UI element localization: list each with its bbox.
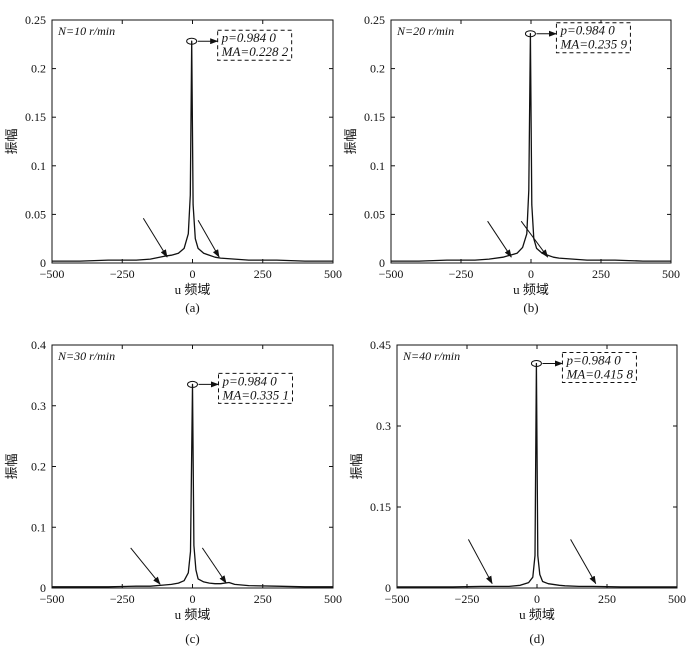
sideband-arrow bbox=[142, 218, 168, 258]
peak-marker bbox=[530, 359, 542, 367]
x-tick-label: 0 bbox=[534, 592, 540, 606]
x-tick-label: −500 bbox=[40, 592, 65, 606]
y-tick-label: 0.1 bbox=[31, 159, 46, 173]
y-tick-label: 0 bbox=[40, 581, 46, 595]
peak-annotation-box bbox=[217, 29, 293, 61]
x-tick-label: −250 bbox=[449, 267, 474, 281]
y-axis-label: 振幅 bbox=[4, 128, 19, 154]
x-tick-label: 0 bbox=[528, 267, 534, 281]
sideband-arrow bbox=[197, 219, 220, 258]
x-tick-label: 500 bbox=[662, 267, 680, 281]
condition-label: N=20 r/min bbox=[396, 24, 454, 38]
spectrum-line bbox=[391, 33, 671, 262]
x-tick-label: 0 bbox=[190, 267, 196, 281]
y-tick-label: 0.15 bbox=[25, 110, 46, 124]
x-tick-label: 250 bbox=[592, 267, 610, 281]
peak-ma-label: MA=0.415 8 bbox=[565, 366, 633, 381]
condition-label: N=30 r/min bbox=[57, 349, 115, 363]
y-tick-label: 0.3 bbox=[376, 419, 391, 433]
x-tick-label: 500 bbox=[668, 592, 686, 606]
y-tick-label: 0.05 bbox=[25, 207, 46, 221]
x-tick-label: −250 bbox=[110, 592, 135, 606]
peak-p-label: p=0.984 0 bbox=[559, 23, 615, 38]
y-tick-label: 0.15 bbox=[370, 500, 391, 514]
peak-p-label: p=0.984 0 bbox=[222, 373, 278, 388]
peak-marker bbox=[186, 37, 198, 45]
spectrum-line bbox=[52, 40, 333, 262]
condition-label: N=10 r/min bbox=[57, 24, 115, 38]
y-tick-label: 0.05 bbox=[364, 207, 385, 221]
sideband-arrow bbox=[201, 547, 227, 584]
x-axis-label: u 频域 bbox=[175, 282, 211, 297]
x-tick-label: 0 bbox=[190, 592, 196, 606]
panel-caption: (a) bbox=[185, 300, 199, 315]
y-tick-label: 0.2 bbox=[31, 460, 46, 474]
x-tick-label: −500 bbox=[379, 267, 404, 281]
x-tick-label: −500 bbox=[385, 592, 410, 606]
peak-p-label: p=0.984 0 bbox=[221, 30, 277, 45]
y-tick-label: 0.1 bbox=[370, 159, 385, 173]
x-tick-label: 250 bbox=[254, 592, 272, 606]
x-axis-label: u 频域 bbox=[175, 607, 211, 622]
spectrum-line bbox=[52, 383, 333, 588]
y-tick-label: 0.2 bbox=[31, 62, 46, 76]
x-tick-label: 500 bbox=[324, 267, 342, 281]
y-tick-label: 0.1 bbox=[31, 520, 46, 534]
peak-ma-label: MA=0.235 9 bbox=[559, 37, 627, 52]
panel-b: −500 −250 0 250 500 0 0.05 0.1 0.15 0.2 0.25 p=0.98… bbox=[343, 13, 680, 315]
peak-annotation-box bbox=[218, 372, 293, 404]
panel-caption: (c) bbox=[185, 631, 199, 646]
y-tick-label: 0 bbox=[385, 581, 391, 595]
y-tick-label: 0.4 bbox=[31, 338, 46, 352]
peak-ma-label: MA=0.228 2 bbox=[221, 44, 289, 59]
y-tick-label: 0 bbox=[40, 256, 46, 270]
y-axis-label: 振幅 bbox=[4, 453, 19, 479]
y-axis-label: 振幅 bbox=[343, 128, 358, 154]
sideband-arrow bbox=[467, 539, 493, 585]
panel-caption: (d) bbox=[529, 631, 544, 646]
peak-marker bbox=[524, 30, 536, 38]
sideband-arrow bbox=[487, 220, 512, 258]
x-tick-label: 500 bbox=[324, 592, 342, 606]
y-tick-label: 0.2 bbox=[370, 62, 385, 76]
peak-ma-label: MA=0.335 1 bbox=[222, 387, 290, 402]
sideband-arrow bbox=[570, 539, 597, 585]
sideband-arrow bbox=[520, 220, 549, 258]
panel-caption: (b) bbox=[523, 300, 538, 315]
peak-annotation-box bbox=[555, 22, 631, 54]
x-tick-label: 250 bbox=[254, 267, 272, 281]
y-tick-label: 0.45 bbox=[370, 338, 391, 352]
panel-a: −500 −250 0 250 500 0 0.05 0.1 0.15 0.2 0.25 p=0.98… bbox=[4, 13, 342, 315]
y-tick-label: 0.3 bbox=[31, 399, 46, 413]
x-axis-label: u 频域 bbox=[519, 607, 555, 622]
y-tick-label: 0 bbox=[379, 256, 385, 270]
condition-label: N=40 r/min bbox=[402, 349, 460, 363]
peak-marker bbox=[187, 380, 198, 388]
x-tick-label: −250 bbox=[455, 592, 480, 606]
y-tick-label: 0.25 bbox=[364, 13, 385, 27]
x-tick-label: −500 bbox=[40, 267, 65, 281]
peak-p-label: p=0.984 0 bbox=[565, 352, 621, 367]
panel-d: −500 −250 0 250 500 0 0.15 0.3 0.45 p=0.984 0MA=0… bbox=[349, 338, 686, 646]
panel-c: −500 −250 0 250 500 0 0.1 0.2 0.3 0.4 p=0.984 0MA=… bbox=[4, 338, 342, 646]
y-tick-label: 0.25 bbox=[25, 13, 46, 27]
y-axis-label: 振幅 bbox=[349, 453, 364, 479]
x-tick-label: −250 bbox=[110, 267, 135, 281]
spectrum-line bbox=[397, 362, 677, 588]
peak-annotation-box bbox=[561, 351, 637, 383]
sideband-arrow bbox=[130, 547, 161, 585]
x-tick-label: 250 bbox=[598, 592, 616, 606]
y-tick-label: 0.15 bbox=[364, 110, 385, 124]
x-axis-label: u 频域 bbox=[513, 282, 549, 297]
